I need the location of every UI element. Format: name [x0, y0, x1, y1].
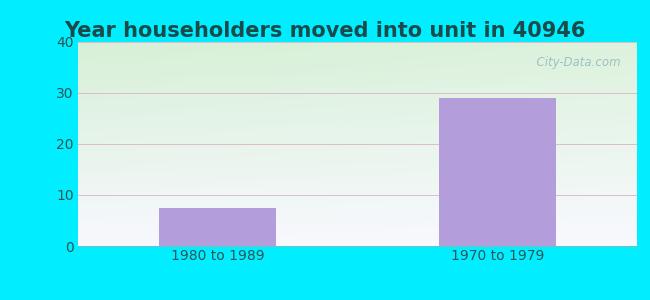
Text: Year householders moved into unit in 40946: Year householders moved into unit in 409… [64, 21, 586, 41]
Bar [159, 208, 276, 246]
Text: City-Data.com: City-Data.com [528, 56, 620, 69]
Bar [439, 98, 556, 246]
